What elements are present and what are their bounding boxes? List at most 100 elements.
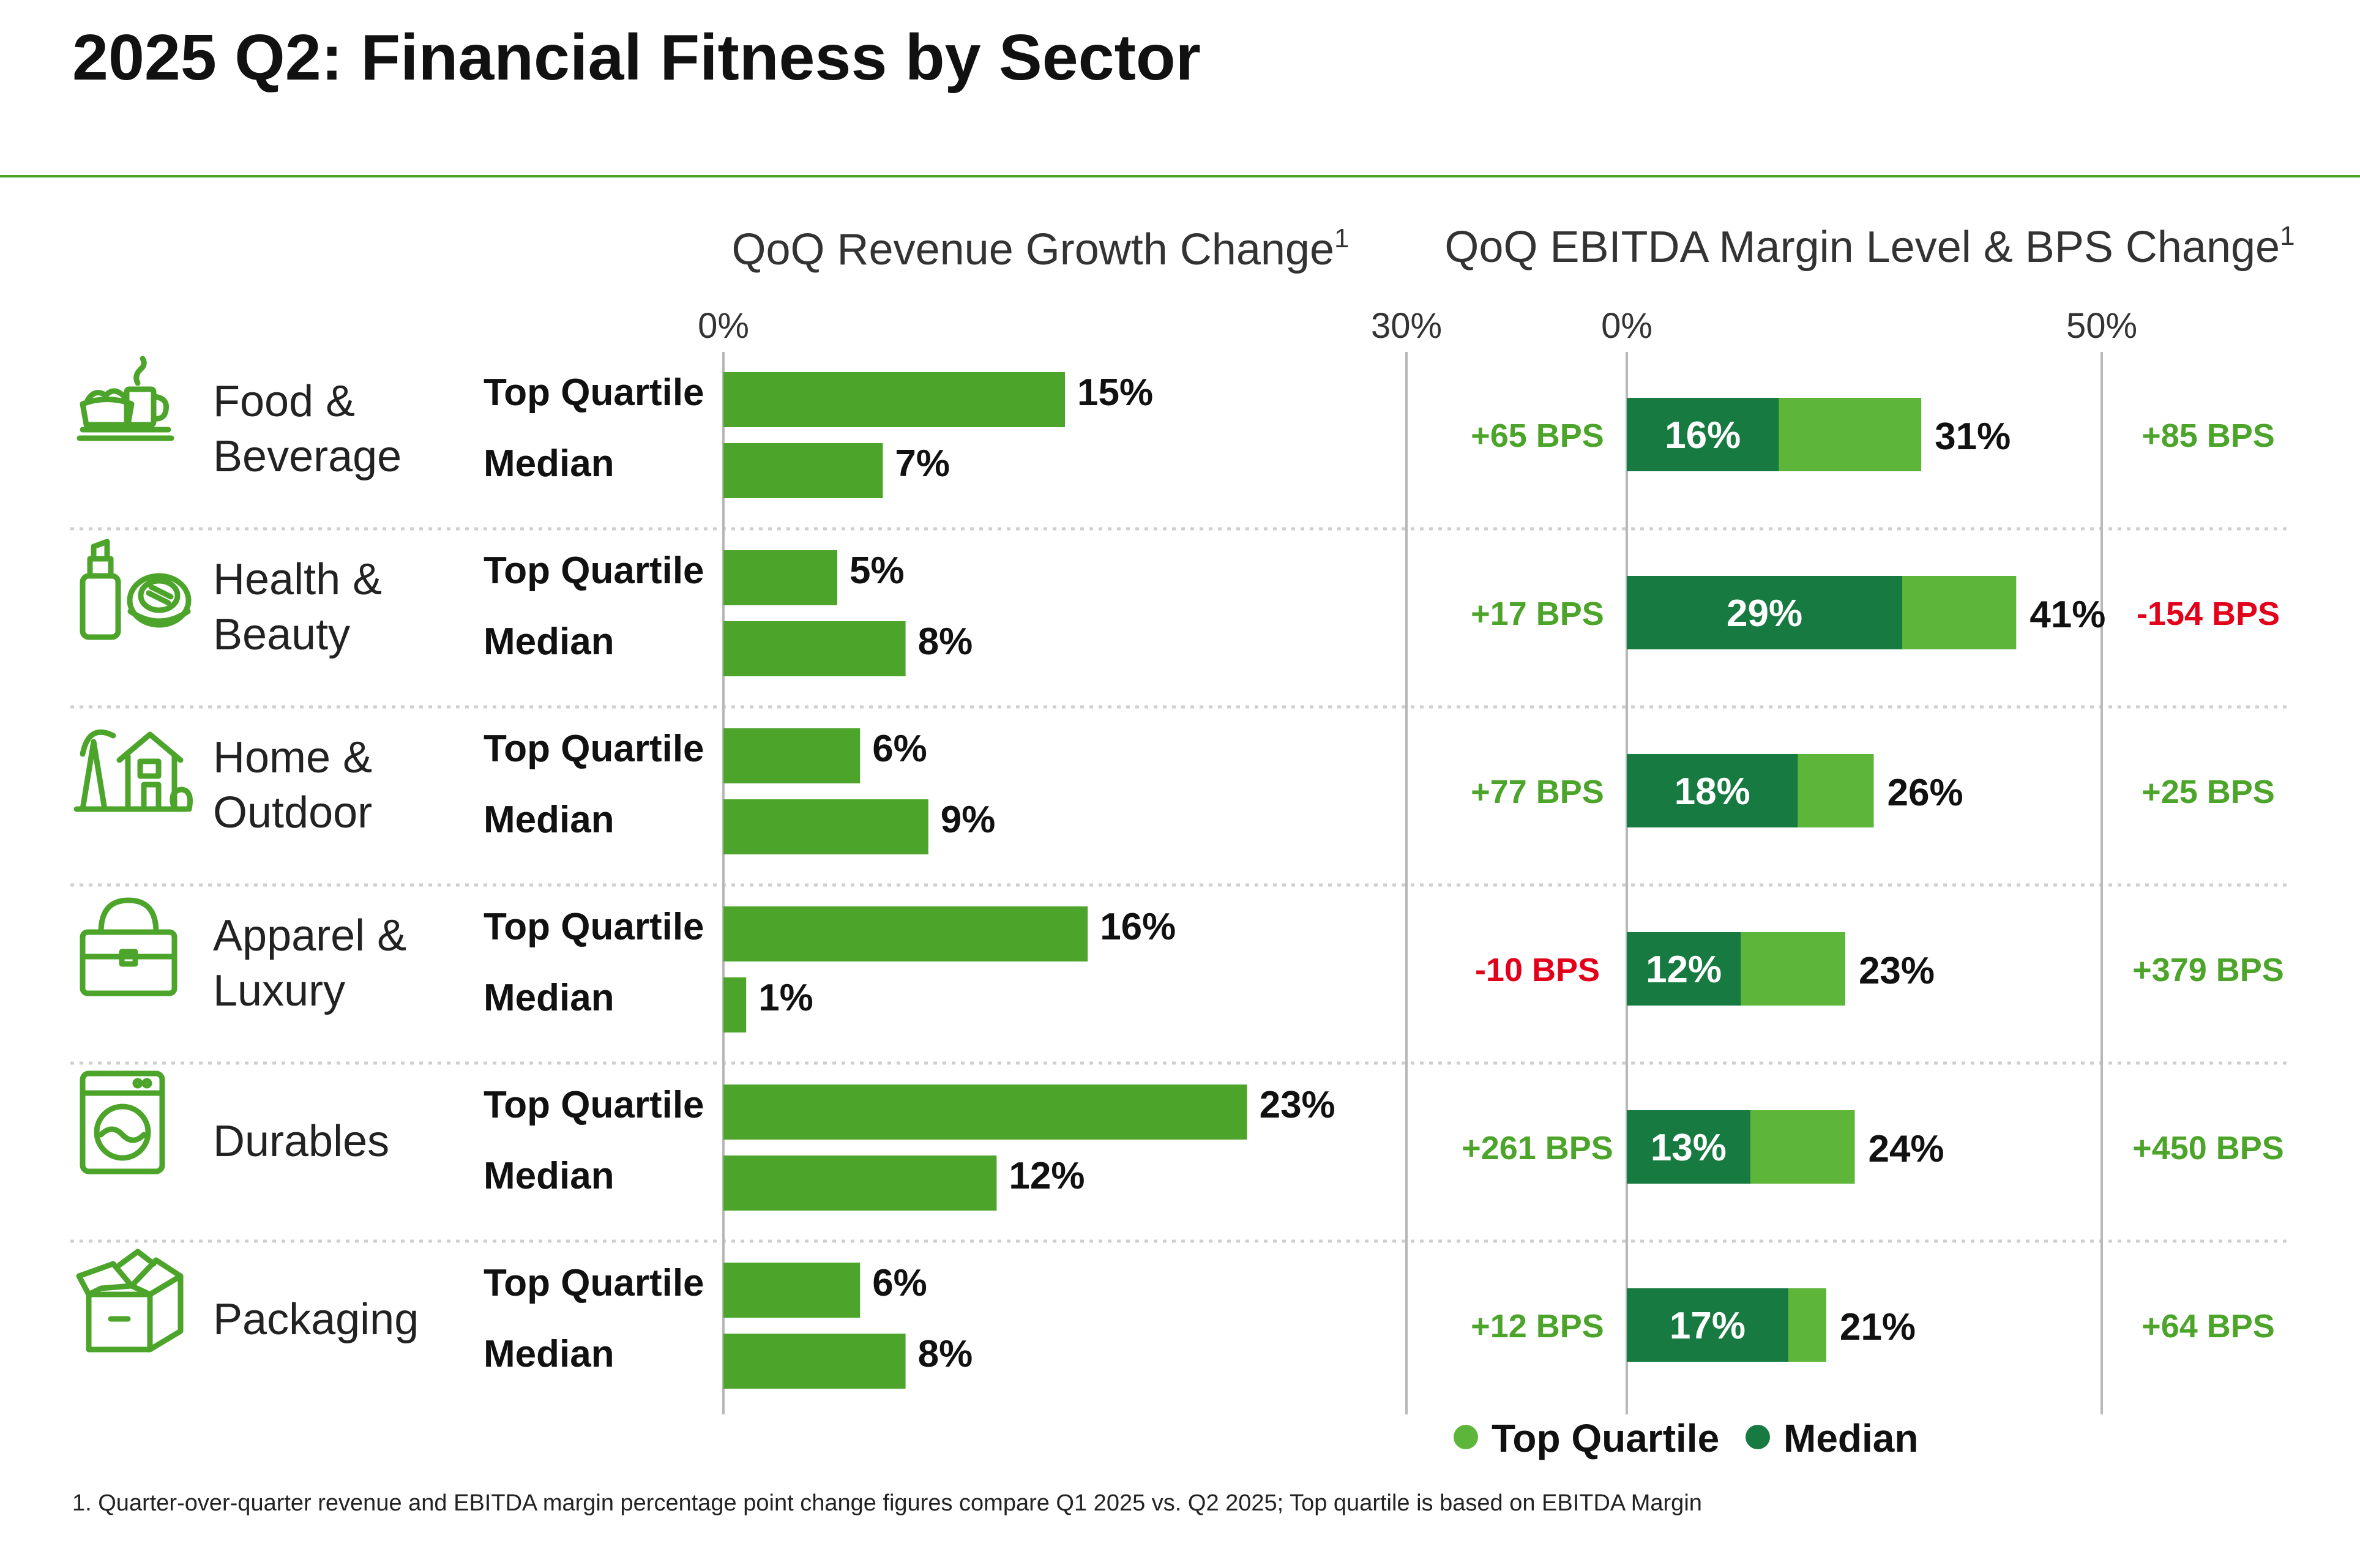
- median-bps-change: +17 BPS: [1471, 595, 1604, 632]
- chart-title-1: QoQ EBITDA Margin Level & BPS Change1: [1444, 221, 2295, 272]
- legend-label-median: Median: [1783, 1416, 1918, 1460]
- revenue-value-label: 6%: [872, 728, 927, 770]
- ebitda-top-quartile-value: 23%: [1859, 950, 1935, 992]
- sector-icon-part: [133, 356, 147, 386]
- row-label-median: Median: [484, 442, 614, 485]
- ebitda-median-value: 18%: [1675, 771, 1750, 813]
- ebitda-bar-median: [1627, 754, 1798, 827]
- row-label-median: Median: [484, 799, 614, 841]
- packaging-icon: [76, 1249, 184, 1353]
- row-label-top-quartile: Top Quartile: [484, 906, 704, 948]
- ebitda-median-value: 29%: [1727, 592, 1802, 635]
- row-dividers: [70, 527, 2292, 1243]
- revenue-bar-median: [723, 1334, 906, 1389]
- row-label-top-quartile: Top Quartile: [484, 728, 704, 770]
- row-label-top-quartile: Top Quartile: [484, 1084, 704, 1126]
- ebitda-top-quartile-value: 31%: [1935, 416, 2011, 458]
- row-label-top-quartile: Top Quartile: [484, 371, 704, 414]
- sector-label-line2: Beverage: [213, 432, 401, 481]
- health-beauty-icon: [80, 539, 192, 640]
- ebitda-median-value: 13%: [1651, 1127, 1727, 1169]
- sector-icon-part: [129, 1257, 184, 1297]
- top-quartile-bps-change: +450 BPS: [2132, 1130, 2284, 1167]
- chart-title-text: QoQ Revenue Growth Change: [731, 225, 1334, 274]
- revenue-bar-top-quartile: [723, 1085, 1247, 1140]
- sector-icon-part: [119, 949, 138, 967]
- sector-icon-part: [80, 929, 177, 996]
- revenue-bar-top-quartile: [723, 550, 837, 605]
- sector-icon-part: [138, 578, 181, 613]
- sector-icon-part: [132, 1078, 143, 1089]
- apparel-luxury-icon: [80, 897, 177, 996]
- top-quartile-bps-change: +379 BPS: [2132, 952, 2284, 988]
- sector-label-line1: Health &: [213, 555, 382, 604]
- revenue-value-label: 7%: [895, 442, 950, 485]
- revenue-value-label: 6%: [872, 1262, 927, 1304]
- ebitda-top-quartile-value: 24%: [1868, 1128, 1944, 1170]
- sector-label: Durables: [213, 1117, 389, 1166]
- ebitda-top-quartile-value: 21%: [1840, 1306, 1916, 1348]
- top-quartile-bps-change: +64 BPS: [2142, 1308, 2275, 1345]
- median-bps-change: -10 BPS: [1475, 952, 1600, 988]
- ebitda-median-value: 17%: [1670, 1305, 1746, 1347]
- revenue-value-label: 8%: [918, 621, 973, 663]
- sector-icon-part: [124, 386, 157, 428]
- sector-icon-part: [84, 388, 129, 403]
- sector-labels: Food & Beverage Health & Beauty Home & Outdoo…: [73, 356, 419, 1353]
- revenue-bar-top-quartile: [723, 1263, 861, 1318]
- revenue-bar-top-quartile: [723, 372, 1065, 427]
- sector-icon-part: [141, 1078, 152, 1089]
- median-bps-change: +65 BPS: [1471, 417, 1604, 454]
- chart-title: 2025 Q2: Financial Fitness by Sector: [72, 21, 1201, 94]
- sector-icon-part: [98, 897, 159, 935]
- sector-icon-part: [141, 782, 162, 812]
- ebitda-top-quartile-value: 41%: [2030, 594, 2105, 636]
- sector-icon-part: [116, 731, 184, 763]
- ebitda-bar-median: [1627, 932, 1741, 1006]
- legend-label-top-quartile: Top Quartile: [1492, 1416, 1719, 1460]
- row-label-median: Median: [484, 1155, 614, 1197]
- ebitda-bar-median: [1627, 398, 1779, 471]
- revenue-bar-median: [723, 621, 906, 676]
- sector-icon-part: [116, 1249, 157, 1268]
- revenue-chart: Top Quartile Median 15% 7% Top Quartile Media…: [484, 371, 1335, 1389]
- tick-label: 0%: [698, 306, 749, 346]
- sector-icon-part: [86, 1291, 153, 1353]
- sector-label: Packaging: [213, 1295, 419, 1344]
- revenue-bar-median: [723, 977, 747, 1032]
- row-label-median: Median: [484, 621, 614, 663]
- tick-label: 30%: [1371, 306, 1442, 346]
- revenue-value-label: 5%: [850, 550, 905, 592]
- row-label-median: Median: [484, 1333, 614, 1375]
- sector-label-line2: Outdoor: [213, 788, 372, 837]
- ebitda-bar-median: [1627, 576, 1903, 649]
- sector-icon-part: [76, 1261, 135, 1297]
- chart-title-superscript: 1: [1334, 223, 1349, 253]
- median-bps-change: +261 BPS: [1462, 1130, 1613, 1167]
- tick-label: 0%: [1601, 306, 1652, 346]
- sector-icon-part: [98, 1126, 147, 1143]
- sector-icon-part: [87, 556, 114, 579]
- revenue-value-label: 12%: [1009, 1155, 1085, 1197]
- revenue-value-label: 9%: [941, 799, 996, 841]
- sector-icon-part: [91, 539, 110, 562]
- legend: Top Quartile Median: [1454, 1416, 1918, 1460]
- legend-swatch-top-quartile: [1454, 1425, 1478, 1449]
- ebitda-chart: 16% 31% +65 BPS +85 BPS 29% 41% +17 BPS -154 BP…: [1462, 398, 2284, 1362]
- axes: QoQ Revenue Growth Change1 QoQ EBITDA Mar…: [698, 221, 2295, 1414]
- row-label-top-quartile: Top Quartile: [484, 1262, 704, 1304]
- top-quartile-bps-change: +25 BPS: [2142, 774, 2275, 810]
- sector-icon-part: [127, 608, 191, 624]
- food-beverage-icon: [77, 356, 174, 441]
- revenue-value-label: 1%: [758, 977, 813, 1019]
- ebitda-median-value: 16%: [1665, 414, 1741, 457]
- revenue-value-label: 16%: [1100, 906, 1176, 948]
- median-bps-change: +77 BPS: [1471, 774, 1604, 810]
- revenue-bar-median: [723, 1155, 997, 1211]
- ebitda-top-quartile-value: 26%: [1888, 772, 1963, 814]
- sector-icon-part: [80, 729, 116, 812]
- top-quartile-bps-change: +85 BPS: [2142, 417, 2275, 454]
- durables-icon: [80, 1070, 165, 1174]
- revenue-value-label: 23%: [1260, 1084, 1335, 1126]
- revenue-bar-top-quartile: [723, 728, 861, 783]
